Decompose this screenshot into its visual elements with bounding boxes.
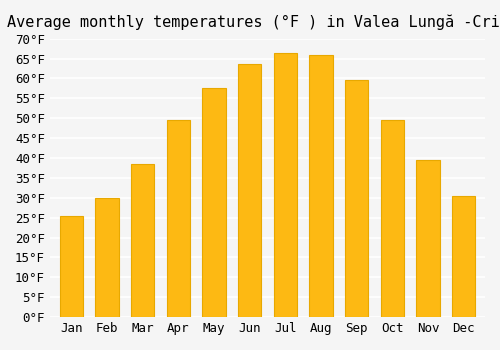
Bar [96,198,118,317]
Bar [310,55,332,317]
Bar [60,216,83,317]
Bar [345,80,368,317]
Bar [166,120,190,317]
Bar [238,64,261,317]
Bar [274,52,297,317]
Bar [416,160,440,317]
Title: Average monthly temperatures (°F ) in Valea Lungă -Cricov: Average monthly temperatures (°F ) in Va… [8,15,500,30]
Bar [380,120,404,317]
Bar [202,88,226,317]
Bar [452,196,475,317]
Bar [131,164,154,317]
